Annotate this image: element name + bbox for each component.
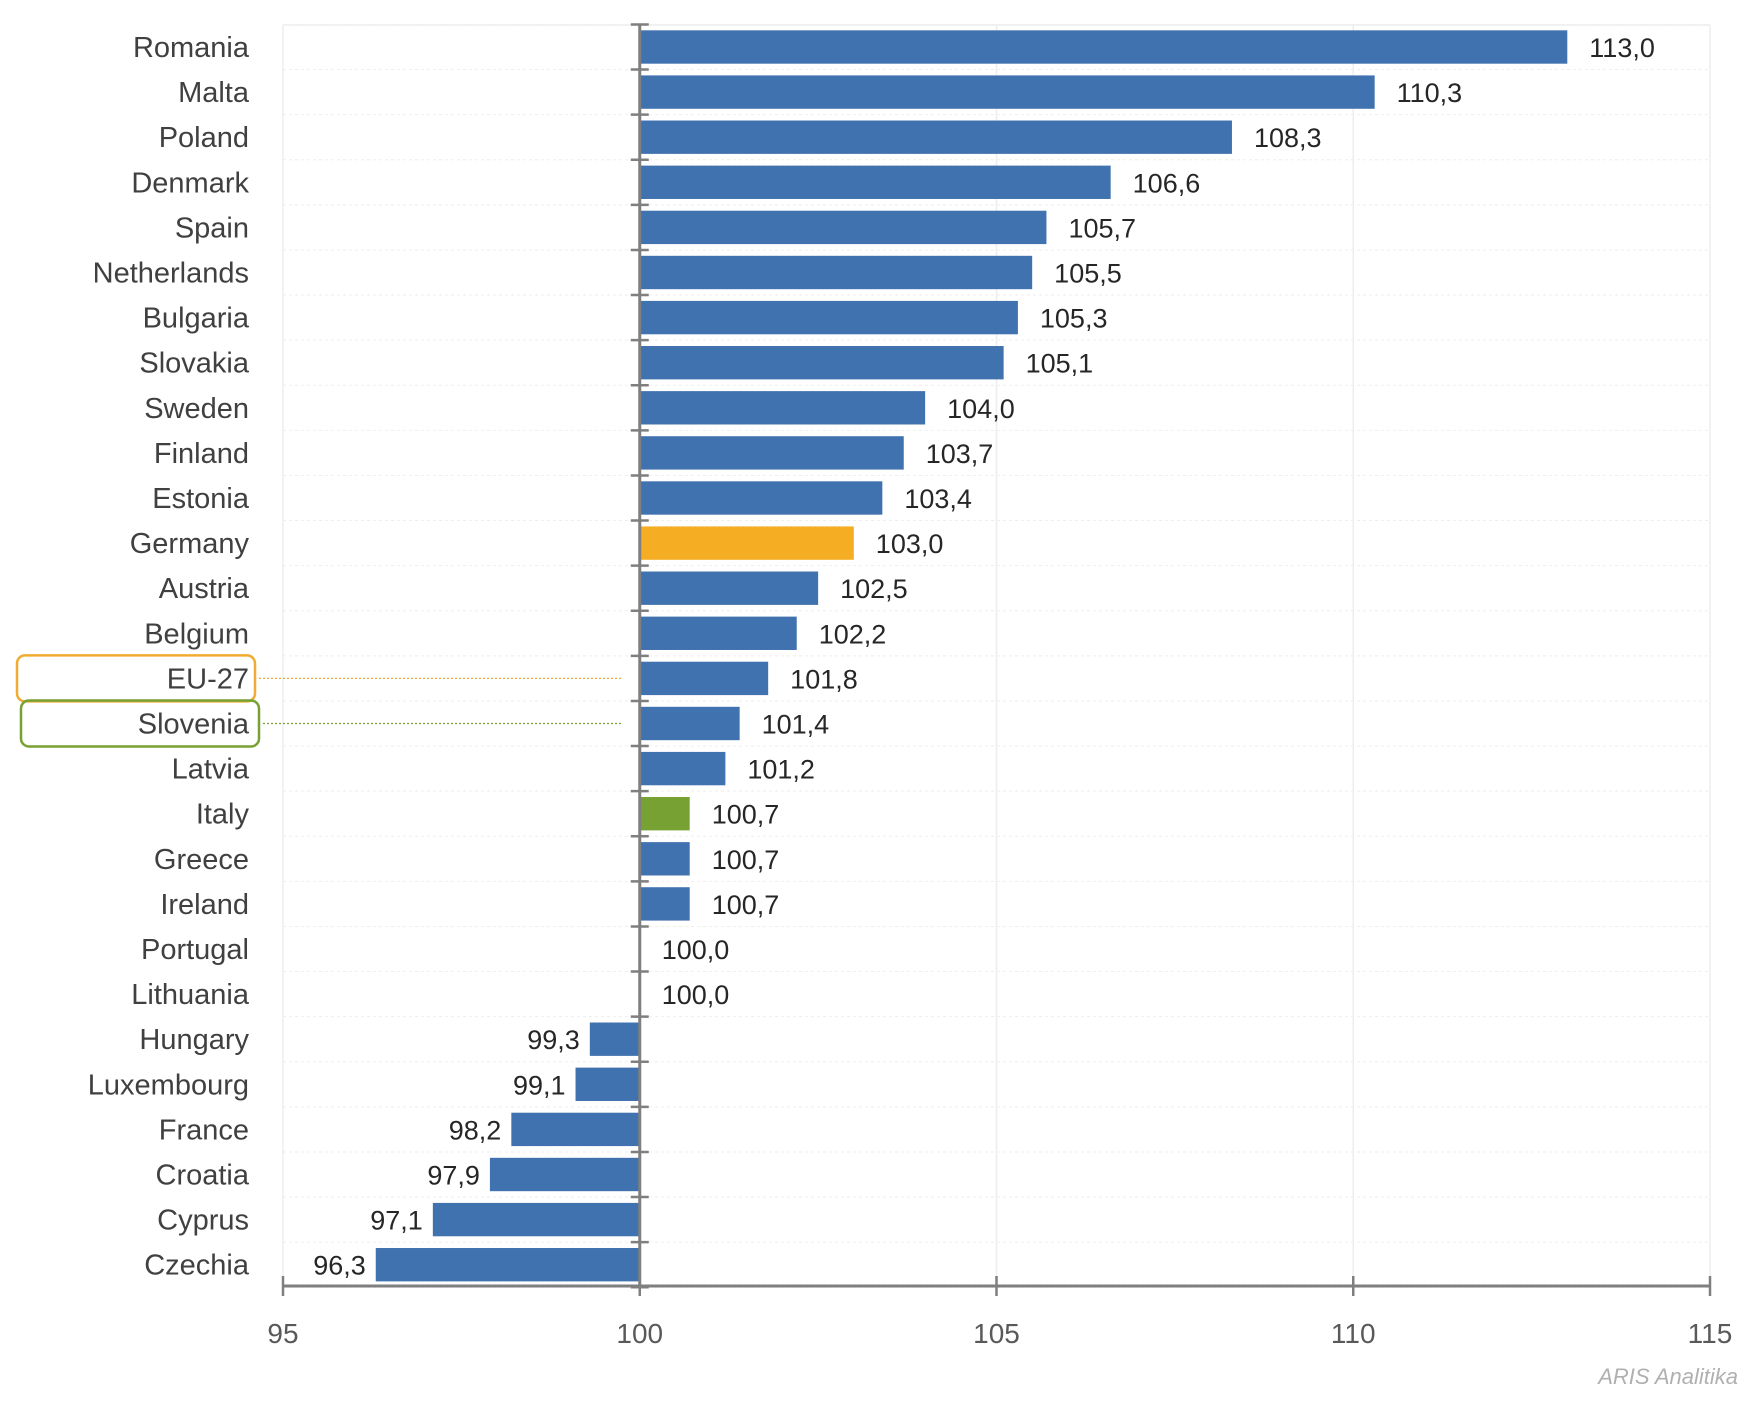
category-label: Luxembourg	[88, 1069, 249, 1101]
data-label: 102,5	[840, 574, 908, 604]
data-label: 100,0	[662, 980, 730, 1010]
category-label: Slovenia	[138, 709, 250, 741]
bar	[575, 1067, 640, 1101]
bar	[639, 165, 1111, 199]
bar	[589, 1022, 640, 1056]
category-label: Hungary	[139, 1024, 249, 1056]
category-label: Netherlands	[93, 258, 249, 290]
data-label: 101,8	[790, 664, 858, 694]
data-label: 101,4	[762, 710, 830, 740]
category-label: Italy	[196, 799, 250, 831]
x-tick-label: 95	[267, 1318, 298, 1349]
category-label: Bulgaria	[143, 303, 250, 335]
category-label: Czechia	[144, 1250, 250, 1282]
bar	[489, 1157, 640, 1192]
bar	[639, 210, 1047, 245]
category-label: Cyprus	[157, 1205, 249, 1237]
data-label: 104,0	[947, 394, 1015, 424]
category-label: Portugal	[141, 934, 249, 966]
data-label: 100,0	[662, 935, 730, 965]
bar	[375, 1248, 640, 1282]
bar	[639, 526, 854, 560]
bar	[639, 30, 1568, 64]
category-label: Poland	[159, 122, 249, 154]
category-label: Malta	[178, 77, 250, 109]
data-label: 102,2	[819, 619, 887, 649]
data-label: 101,2	[747, 755, 815, 785]
x-tick-label: 100	[616, 1318, 663, 1349]
category-label: France	[159, 1114, 249, 1146]
category-label: Finland	[154, 438, 249, 470]
data-label: 100,7	[712, 800, 780, 830]
bar	[639, 616, 797, 650]
category-label: Romania	[133, 32, 250, 64]
data-label: 103,7	[926, 439, 994, 469]
bar	[639, 436, 904, 470]
bar	[639, 120, 1232, 154]
category-label: Estonia	[152, 483, 250, 515]
category-label: Latvia	[172, 754, 250, 786]
bar	[432, 1202, 640, 1237]
data-label: 105,5	[1054, 259, 1122, 289]
data-label: 96,3	[313, 1251, 366, 1281]
bar	[639, 842, 690, 876]
data-label: 97,1	[370, 1206, 423, 1236]
category-label: Germany	[130, 528, 250, 560]
category-label: Denmark	[131, 167, 249, 199]
category-label: Austria	[159, 573, 250, 605]
data-label: 105,1	[1026, 349, 1094, 379]
bar	[639, 571, 819, 605]
bar	[639, 255, 1033, 290]
data-label: 103,0	[876, 529, 944, 559]
data-label: 105,7	[1068, 213, 1136, 243]
data-label: 98,2	[449, 1115, 502, 1145]
data-label: 97,9	[427, 1161, 480, 1191]
data-label: 110,3	[1397, 78, 1463, 108]
category-label: Spain	[175, 212, 249, 244]
data-label: 113,0	[1589, 33, 1655, 63]
bar	[639, 706, 740, 741]
data-label: 105,3	[1040, 304, 1108, 334]
bar	[639, 887, 690, 921]
category-label: Ireland	[160, 889, 249, 921]
bar	[639, 751, 726, 786]
category-label: Lithuania	[131, 979, 250, 1011]
bar	[639, 75, 1375, 109]
category-label: Croatia	[156, 1160, 250, 1192]
bar	[511, 1112, 640, 1147]
data-label: 100,7	[712, 890, 780, 920]
bar	[639, 391, 926, 425]
x-tick-label: 115	[1688, 1318, 1733, 1349]
bar	[639, 661, 769, 696]
category-label: EU-27	[167, 663, 249, 695]
bar	[639, 481, 883, 515]
category-label: Slovakia	[139, 348, 249, 380]
data-label: 99,3	[527, 1025, 580, 1055]
data-label: 100,7	[712, 845, 780, 875]
bar	[639, 346, 1004, 380]
data-label: 99,1	[513, 1070, 566, 1100]
category-label: Belgium	[144, 618, 249, 650]
bar	[639, 300, 1018, 335]
category-label: Sweden	[144, 393, 249, 425]
watermark: ARIS Analitika	[1596, 1364, 1738, 1389]
x-tick-label: 110	[1331, 1318, 1376, 1349]
data-label: 108,3	[1254, 123, 1322, 153]
category-label: Greece	[154, 844, 249, 876]
data-label: 106,6	[1133, 168, 1201, 198]
bar	[639, 797, 690, 831]
data-label: 103,4	[904, 484, 972, 514]
label-highlight-box	[19, 699, 261, 748]
x-tick-label: 105	[973, 1318, 1020, 1349]
